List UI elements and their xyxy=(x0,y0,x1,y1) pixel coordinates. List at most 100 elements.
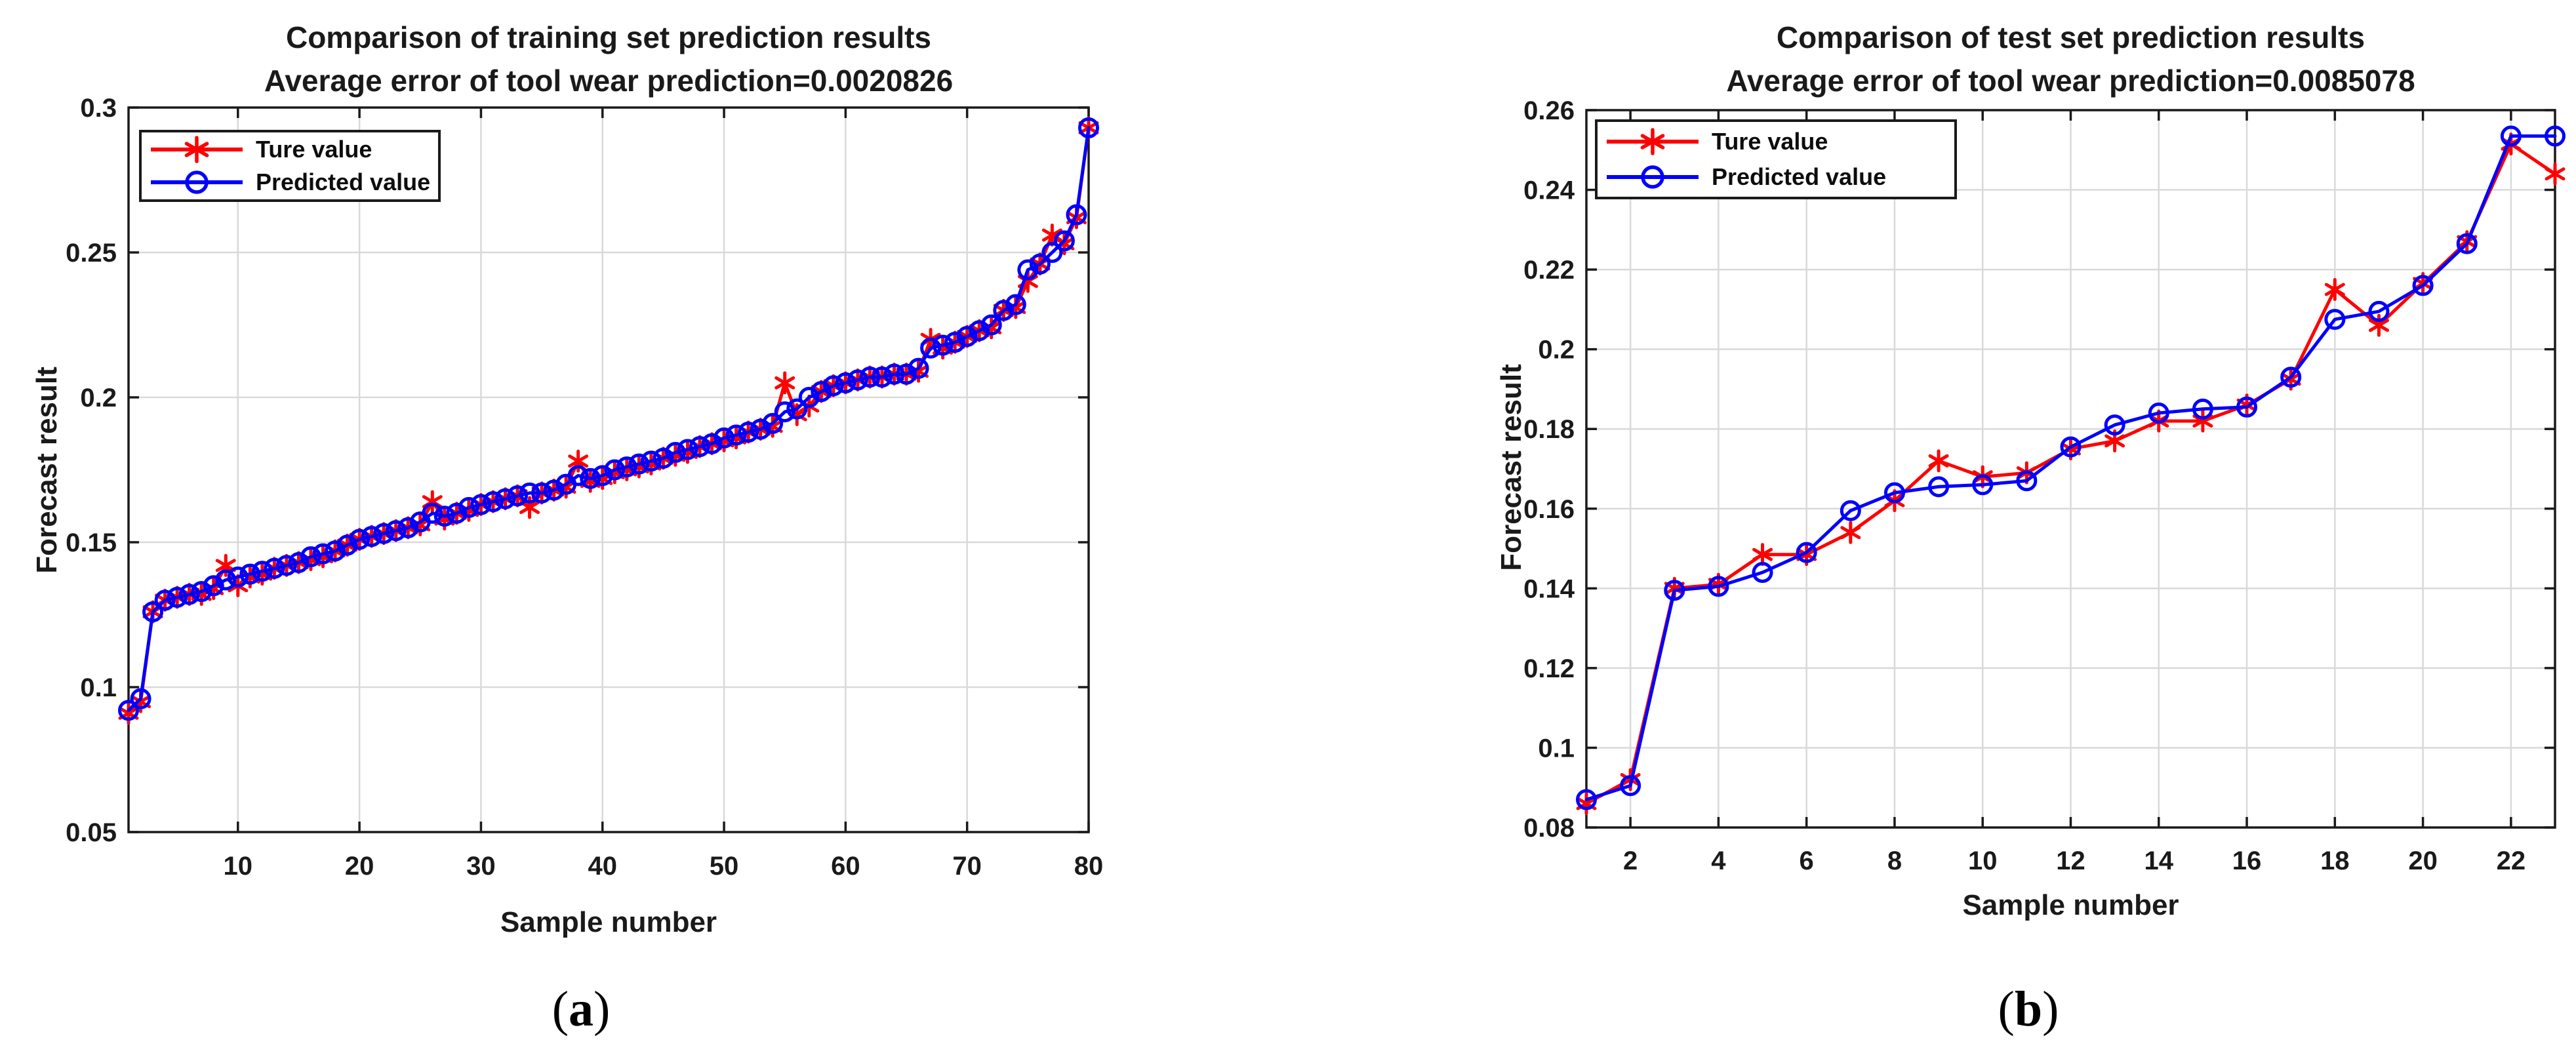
predicted-value-marker xyxy=(2500,125,2522,147)
predicted-value-marker xyxy=(980,314,1002,336)
x-tick-label: 20 xyxy=(345,852,374,881)
predicted-value-marker xyxy=(1017,259,1039,281)
predicted-value-marker xyxy=(494,488,516,509)
predicted-value-marker xyxy=(774,401,795,423)
predicted-value-markers xyxy=(1576,125,2566,810)
predicted-value-marker xyxy=(944,332,966,353)
predicted-value-marker xyxy=(1041,242,1063,263)
x-tick-label: 2 xyxy=(1623,846,1638,875)
legend-circle-marker xyxy=(185,170,209,194)
panel-b-ylabel: Forecast result xyxy=(1495,364,1527,571)
y-tick-label: 0.15 xyxy=(66,528,117,557)
predicted-value-marker xyxy=(203,575,224,597)
predicted-value-marker xyxy=(154,589,176,611)
predicted-value-marker xyxy=(336,534,358,556)
x-tick-label: 8 xyxy=(1887,846,1902,875)
predicted-value-marker xyxy=(191,581,212,603)
predicted-value-marker xyxy=(1066,204,1087,226)
chart-panel-b: 2 4 6 8 10 12 14 16 18 20 22 0.08 0.1 0.12 0.14 0.16 0.1… xyxy=(1523,96,2566,875)
y-tick-label: 0.16 xyxy=(1523,495,1575,524)
y-tick-label: 0.3 xyxy=(80,94,117,123)
y-tick-label: 0.12 xyxy=(1523,654,1575,683)
y-tick-label: 0.22 xyxy=(1523,256,1575,285)
true-value-marker xyxy=(2545,162,2566,186)
y-tick-label: 0.1 xyxy=(80,673,117,702)
predicted-value-marker xyxy=(567,465,589,487)
predicted-value-marker xyxy=(2412,275,2434,296)
predicted-value-marker xyxy=(433,506,455,527)
predicted-value-line xyxy=(127,126,1091,712)
panel-a-subtitle: Average error of tool wear prediction=0.… xyxy=(264,64,954,98)
x-tick-label: 30 xyxy=(466,852,496,881)
y-tick-label: 0.2 xyxy=(1538,336,1575,365)
predicted-value-marker xyxy=(1972,474,1994,496)
y-tick-label: 0.25 xyxy=(66,239,117,268)
predicted-value-marker xyxy=(349,528,371,550)
true-value-marker xyxy=(2324,278,2345,301)
legend-label-predicted-value: Predicted value xyxy=(256,168,431,195)
predicted-value-marker xyxy=(2016,470,2038,492)
asterisk-arm xyxy=(2545,167,2566,181)
predicted-value-legend-marker-icon xyxy=(151,170,243,194)
predicted-value-marker xyxy=(167,586,188,608)
predicted-value-marker xyxy=(1576,789,1597,810)
x-tick-label: 10 xyxy=(224,852,253,881)
predicted-value-marker xyxy=(664,441,686,463)
predicted-value-marker xyxy=(883,363,905,385)
predicted-value-marker xyxy=(896,363,917,385)
panel-a-caption: (a) xyxy=(552,982,611,1037)
true-value-legend-marker-icon xyxy=(1607,128,1699,156)
panel-b-legend: Ture value Predicted value xyxy=(1595,119,1957,199)
predicted-value-marker xyxy=(811,381,832,403)
predicted-value-marker xyxy=(2060,436,2082,458)
x-tick-label: 20 xyxy=(2408,846,2438,875)
y-tick-label: 0.08 xyxy=(1523,814,1575,843)
asterisk-arm xyxy=(1752,547,1773,561)
panel-b-title: Comparison of test set prediction result… xyxy=(1776,20,2365,54)
panel-a-title: Comparison of training set prediction re… xyxy=(285,20,931,54)
predicted-value-marker xyxy=(288,551,310,573)
predicted-value-marker xyxy=(458,496,479,518)
predicted-value-marker xyxy=(1796,542,1817,563)
asterisk-arm xyxy=(1928,454,1949,468)
chart-panel-a: 10 20 30 40 50 60 70 80 0.05 0.1 0.15 0.2 0.25 0.3 xyxy=(66,94,1103,881)
predicted-value-marker xyxy=(2324,309,2346,330)
predicted-value-marker xyxy=(325,540,346,562)
panel-b-xlabel: Sample number xyxy=(1962,889,2179,921)
predicted-value-marker xyxy=(130,688,151,709)
predicted-value-marker xyxy=(2456,233,2478,254)
x-tick-label: 14 xyxy=(2144,846,2174,875)
tick-marks xyxy=(1586,109,2555,829)
predicted-value-marker xyxy=(616,456,637,478)
predicted-value-marker xyxy=(750,418,771,440)
predicted-value-marker xyxy=(871,367,893,388)
true-value-marker xyxy=(1840,521,1861,544)
predicted-value-marker xyxy=(422,502,443,524)
asterisk-arm xyxy=(184,142,209,158)
true-value-marker xyxy=(1928,449,1949,473)
predicted-value-marker xyxy=(251,561,273,582)
predicted-value-marker xyxy=(361,526,382,547)
x-tick-label: 18 xyxy=(2320,846,2350,875)
legend-row-true-value: Ture value xyxy=(142,134,438,165)
predicted-value-marker xyxy=(859,367,881,388)
true-value-markers xyxy=(118,116,1099,725)
predicted-value-marker xyxy=(1029,253,1051,275)
predicted-value-marker xyxy=(142,601,164,623)
asterisk-arm xyxy=(1041,228,1062,242)
predicted-value-marker xyxy=(604,459,626,481)
predicted-value-marker xyxy=(993,300,1015,321)
predicted-value-marker xyxy=(178,584,200,605)
asterisk-arm xyxy=(519,500,540,514)
predicted-value-marker xyxy=(714,427,735,448)
predicted-value-marker xyxy=(1078,117,1099,138)
predicted-value-marker xyxy=(385,520,407,542)
predicted-value-marker xyxy=(689,436,710,458)
asterisk-arm xyxy=(1640,134,1665,150)
predicted-value-marker xyxy=(1053,230,1075,252)
x-tick-label: 60 xyxy=(831,852,860,881)
predicted-value-marker xyxy=(507,485,529,507)
predicted-value-marker xyxy=(227,567,249,588)
legend-circle-marker xyxy=(1641,165,1664,189)
predicted-value-marker xyxy=(835,372,856,393)
